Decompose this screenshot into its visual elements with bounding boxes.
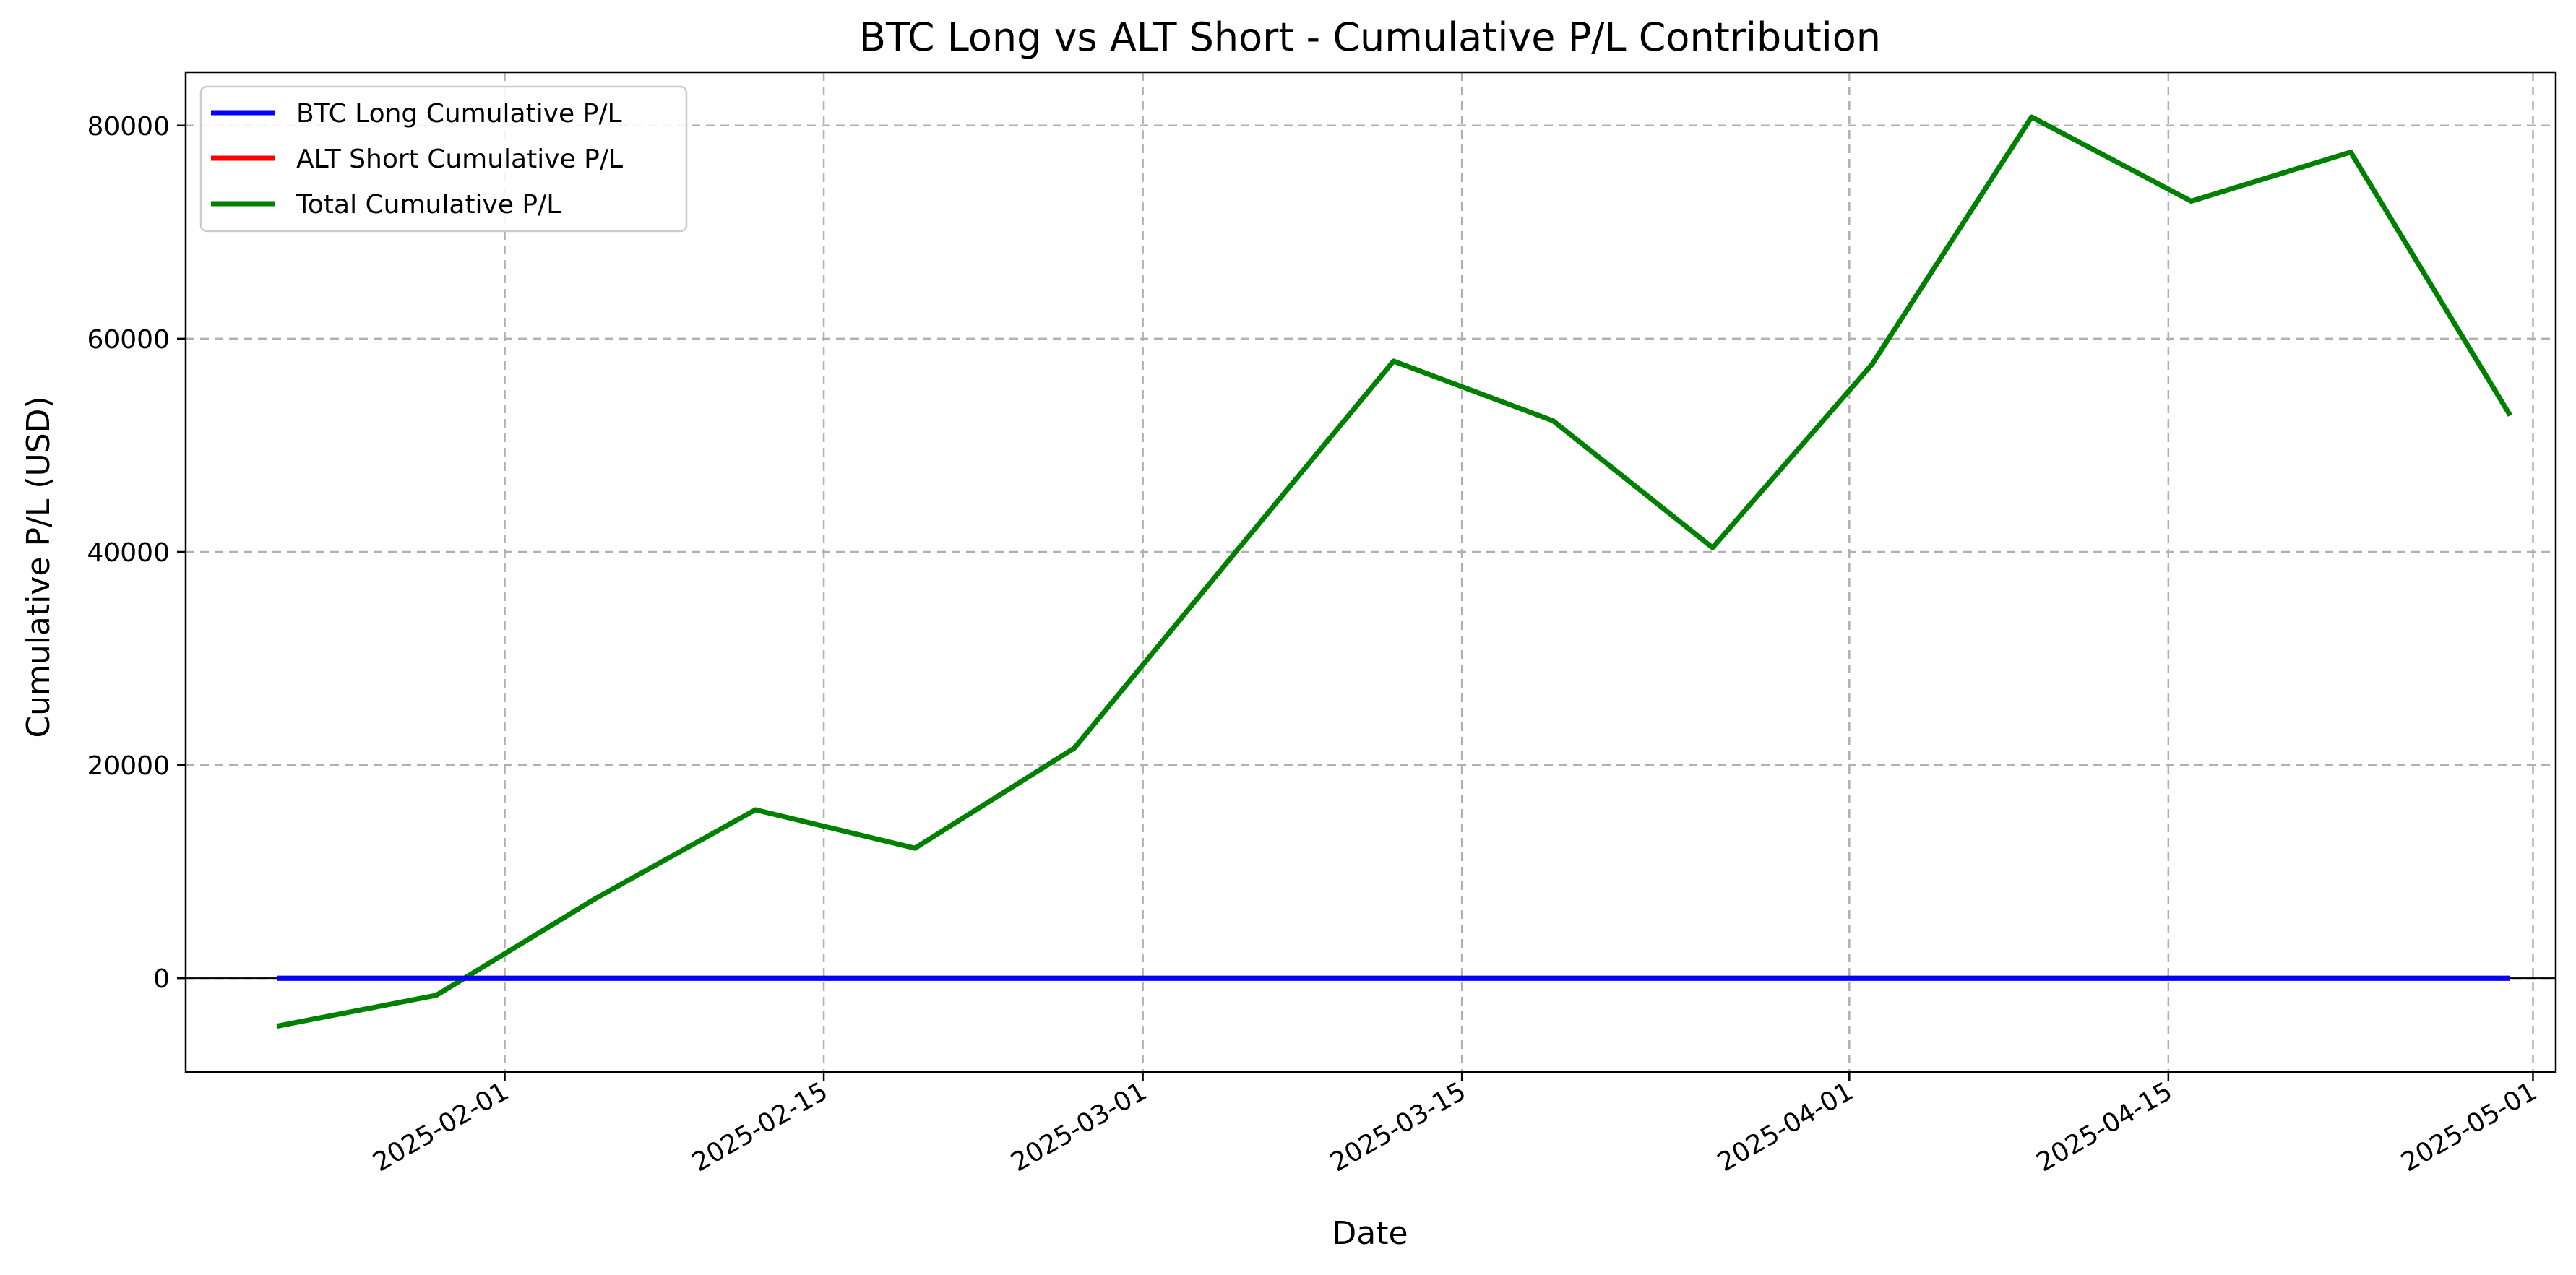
y-tick-label: 80000 [87,112,170,142]
y-tick-label: 40000 [87,538,170,568]
legend-label-alt-short-cumulative-p-l: ALT Short Cumulative P/L [296,144,623,174]
series-line-total-cumulative-p-l [276,114,2512,1029]
series-lines [276,114,2512,1029]
y-tick-label: 20000 [87,751,170,781]
chart-title: BTC Long vs ALT Short - Cumulative P/L C… [859,14,1881,60]
legend: BTC Long Cumulative P/L ALT Short Cumulat… [199,85,688,233]
y-tick-label: 0 [153,964,170,994]
grid-lines [186,72,2556,1072]
x-axis-label: Date [1332,1215,1408,1252]
legend-box [199,85,688,233]
legend-label-total-cumulative-p-l: Total Cumulative P/L [296,190,561,220]
legend-label-btc-long-cumulative-p-l: BTC Long Cumulative P/L [296,99,622,129]
y-axis-label: Cumulative P/L (USD) [20,396,57,738]
y-axis-ticks: 0 20000 40000 60000 80000 [87,112,186,994]
y-tick-label: 60000 [87,325,170,355]
plot-frame [184,71,2557,1073]
